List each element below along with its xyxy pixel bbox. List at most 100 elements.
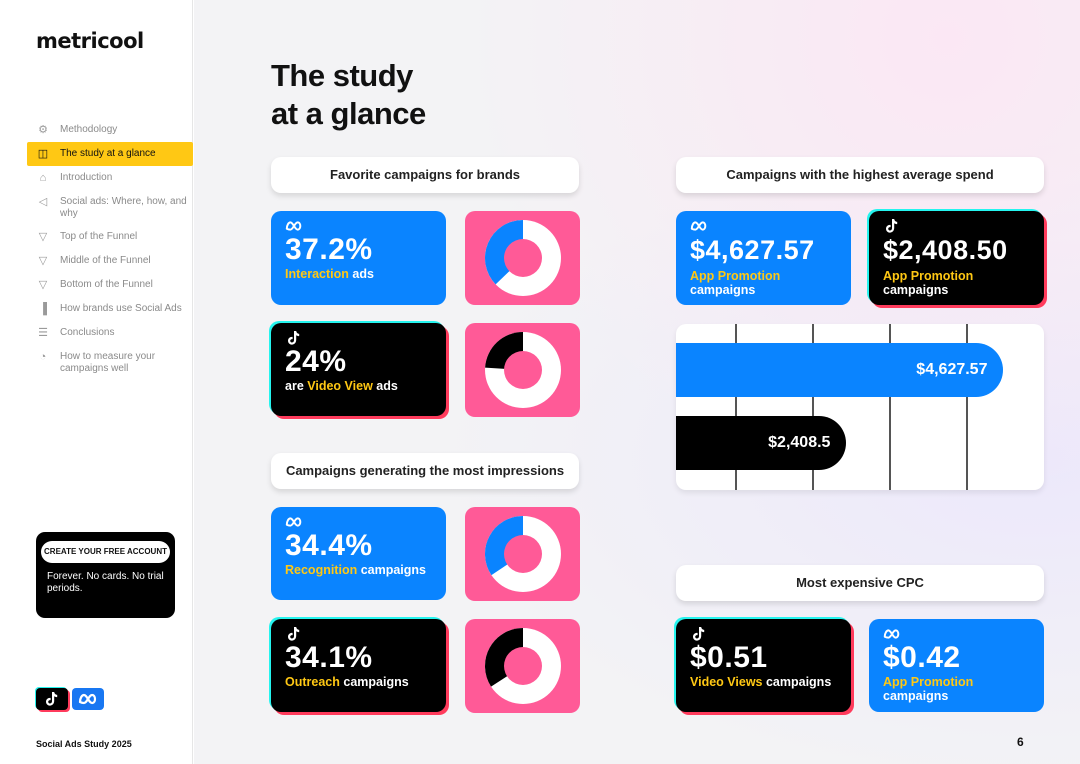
stat-label: Outreach campaigns xyxy=(285,675,409,689)
stat-card-spend-tiktok: $2,408.50 App Promotion campaigns xyxy=(869,211,1044,305)
stat-value: 34.4% xyxy=(285,529,373,562)
funnel-icon: ▽ xyxy=(38,231,48,243)
section-favorite-campaigns: Favorite campaigns for brands xyxy=(271,157,579,193)
bar-chart-icon: ▐ xyxy=(39,303,47,315)
donut-chart xyxy=(484,516,561,592)
stat-label: Interaction ads xyxy=(285,267,374,281)
sidebar-nav: ⚙ Methodology ◫ The study at a glance ⌂ Intro… xyxy=(27,118,193,380)
gauge-icon: ◔ xyxy=(39,351,47,363)
sidebar-item-label: Top of the Funnel xyxy=(60,231,138,242)
bar-meta: $4,627.57 xyxy=(676,343,1004,397)
stat-label: App Promotion campaigns xyxy=(690,269,781,297)
donut-imp-meta xyxy=(465,507,580,601)
section-expensive-cpc: Most expensive CPC xyxy=(676,565,1044,601)
sidebar-item-label: Methodology xyxy=(60,124,118,135)
donut-hole xyxy=(503,351,542,389)
stat-label: App Promotion campaigns xyxy=(883,675,974,703)
list-icon: ☰ xyxy=(38,327,48,339)
sidebar-item-label: Social ads: Where, how, and why xyxy=(60,196,187,219)
sidebar-item-social-ads-where-how-and-why[interactable]: ◁ Social ads: Where, how, and why xyxy=(27,190,193,225)
sidebar: metricool ⚙ Methodology ◫ The study at a gl… xyxy=(0,0,193,764)
grid-line xyxy=(966,324,968,490)
brand-icons xyxy=(36,688,104,710)
stat-label: are Video View ads xyxy=(285,379,398,393)
donut-fav-tiktok xyxy=(465,323,580,417)
sidebar-item-label: How to measure your campaigns well xyxy=(60,351,156,374)
tiktok-icon xyxy=(886,219,898,233)
stat-value: $4,627.57 xyxy=(690,235,815,265)
cta-box: CREATE YOUR FREE ACCOUNT Forever. No car… xyxy=(36,532,175,618)
donut-chart xyxy=(484,628,561,704)
layout-icon: ◫ xyxy=(37,148,49,160)
donut-hole xyxy=(503,535,542,573)
meta-icon xyxy=(285,221,302,231)
cta-text: Forever. No cards. No trial periods. xyxy=(47,571,164,594)
donut-chart xyxy=(484,332,561,408)
meta-icon xyxy=(72,688,104,710)
bar-label: $4,627.57 xyxy=(916,361,988,378)
page-title-line-1: The study xyxy=(271,58,413,93)
donut-hole xyxy=(503,647,542,685)
donut-slice xyxy=(484,516,523,576)
sidebar-item-label: Introduction xyxy=(60,172,113,183)
grid-line xyxy=(812,324,814,490)
stat-card-imp-tiktok: 34.1% Outreach campaigns xyxy=(271,619,446,712)
donut-hole xyxy=(503,239,542,277)
donut-fav-meta xyxy=(465,211,580,305)
page-number: 6 xyxy=(1017,735,1024,749)
tiktok-icon xyxy=(36,688,68,710)
meta-icon xyxy=(690,221,707,231)
sidebar-item-label: Middle of the Funnel xyxy=(60,255,151,266)
section-highest-spend: Campaigns with the highest average spend xyxy=(676,157,1044,193)
sidebar-item-label: Conclusions xyxy=(60,327,115,338)
create-account-button[interactable]: CREATE YOUR FREE ACCOUNT xyxy=(41,541,170,563)
stat-card-cpc-tiktok: $0.51 Video Views campaigns xyxy=(676,619,851,712)
sidebar-item-methodology[interactable]: ⚙ Methodology xyxy=(27,118,193,142)
sidebar-item-top-of-the-funnel[interactable]: ▽ Top of the Funnel xyxy=(27,225,193,249)
donut-slice xyxy=(484,220,523,285)
stat-value: 24% xyxy=(285,345,347,378)
stat-value: $0.42 xyxy=(883,641,961,674)
stat-card-cpc-meta: $0.42 App Promotion campaigns xyxy=(869,619,1044,712)
stat-label: App Promotion campaigns xyxy=(883,269,974,297)
page-title-line-2: at a glance xyxy=(271,96,426,131)
sidebar-item-how-brands-use-social-ads[interactable]: ▐ How brands use Social Ads xyxy=(27,297,193,321)
bar-label: $2,408.5 xyxy=(768,434,831,451)
home-icon: ⌂ xyxy=(39,172,47,184)
stat-label: Video Views campaigns xyxy=(690,675,832,689)
grid-line xyxy=(889,324,891,490)
stat-label: Recognition campaigns xyxy=(285,563,426,577)
spend-bar-chart: $4,627.57 $2,408.5 xyxy=(676,324,1044,490)
stat-value: 34.1% xyxy=(285,641,373,674)
tiktok-icon xyxy=(693,627,705,641)
section-most-impressions: Campaigns generating the most impression… xyxy=(271,453,579,489)
sidebar-item-the-study-at-a-glance[interactable]: ◫ The study at a glance xyxy=(27,142,193,166)
page-title: The study at a glance xyxy=(271,57,426,133)
meta-icon xyxy=(285,517,302,527)
sidebar-item-conclusions[interactable]: ☰ Conclusions xyxy=(27,321,193,345)
funnel-icon: ▽ xyxy=(38,279,48,291)
stat-card-imp-meta: 34.4% Recognition campaigns xyxy=(271,507,446,600)
tiktok-icon xyxy=(288,331,300,345)
megaphone-icon: ◁ xyxy=(38,196,48,208)
stat-value: 37.2% xyxy=(285,233,373,266)
sidebar-item-how-to-measure-your-campaigns-well[interactable]: ◔ How to measure your campaigns well xyxy=(27,345,193,380)
tiktok-icon xyxy=(288,627,300,641)
sidebar-item-introduction[interactable]: ⌂ Introduction xyxy=(27,166,193,190)
sidebar-item-label: Bottom of the Funnel xyxy=(60,279,153,290)
stat-card-fav-tiktok: 24% are Video View ads xyxy=(271,323,446,416)
metricool-logo[interactable]: metricool xyxy=(36,29,144,53)
sidebar-item-label: The study at a glance xyxy=(60,148,156,159)
grid-line xyxy=(735,324,737,490)
gear-icon: ⚙ xyxy=(38,124,48,136)
bar-tiktok: $2,408.5 xyxy=(676,416,847,470)
sidebar-item-bottom-of-the-funnel[interactable]: ▽ Bottom of the Funnel xyxy=(27,273,193,297)
donut-imp-tiktok xyxy=(465,619,580,713)
stat-card-fav-meta: 37.2% Interaction ads xyxy=(271,211,446,305)
meta-icon xyxy=(883,629,900,639)
sidebar-item-label: How brands use Social Ads xyxy=(60,303,182,314)
footer-study-name: Social Ads Study 2025 xyxy=(36,739,132,749)
funnel-icon: ▽ xyxy=(38,255,48,267)
stat-value: $2,408.50 xyxy=(883,235,1008,265)
sidebar-item-middle-of-the-funnel[interactable]: ▽ Middle of the Funnel xyxy=(27,249,193,273)
